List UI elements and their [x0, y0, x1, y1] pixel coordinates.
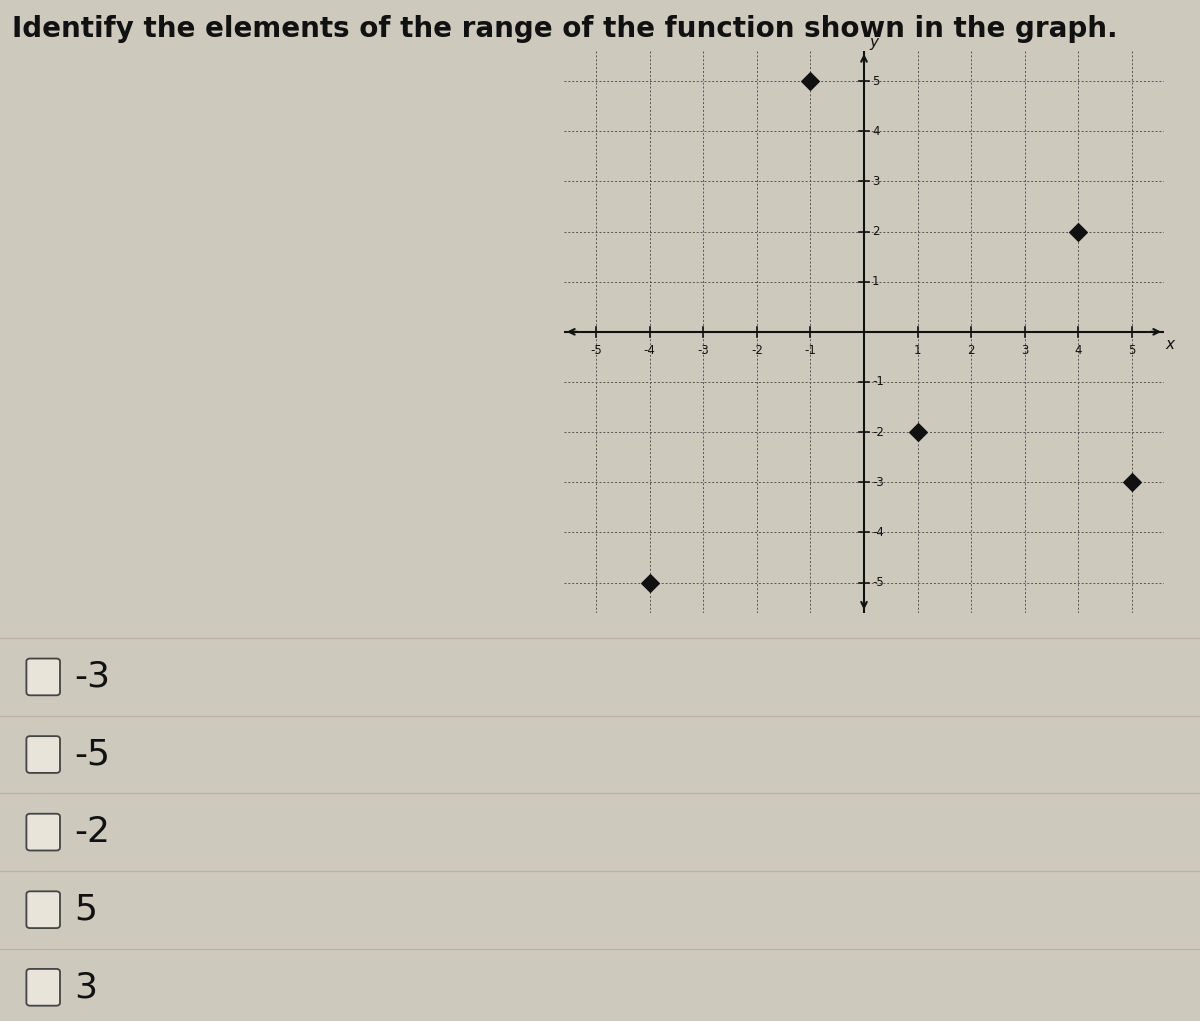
Text: 2: 2 [872, 225, 880, 238]
Text: 3: 3 [872, 175, 880, 188]
Text: 5: 5 [872, 75, 880, 88]
Point [800, 72, 820, 89]
Text: 4: 4 [1074, 344, 1082, 357]
Text: -1: -1 [804, 344, 816, 357]
Text: -5: -5 [74, 737, 110, 772]
Text: -2: -2 [751, 344, 763, 357]
Text: 3: 3 [74, 970, 97, 1005]
Text: -4: -4 [643, 344, 655, 357]
Text: -3: -3 [697, 344, 709, 357]
Text: 1: 1 [914, 344, 922, 357]
Point [640, 575, 659, 591]
Text: -3: -3 [872, 476, 883, 489]
Text: -1: -1 [872, 376, 884, 388]
Text: 2: 2 [967, 344, 974, 357]
Text: 4: 4 [872, 125, 880, 138]
Text: -2: -2 [74, 815, 110, 849]
Text: -5: -5 [872, 576, 883, 589]
Point [1069, 224, 1088, 240]
Point [908, 424, 928, 440]
Text: 1: 1 [872, 276, 880, 288]
Text: -4: -4 [872, 526, 884, 539]
Text: Identify the elements of the range of the function shown in the graph.: Identify the elements of the range of th… [12, 15, 1117, 43]
Text: 3: 3 [1021, 344, 1028, 357]
Text: x: x [1165, 337, 1174, 352]
Point [1122, 474, 1141, 490]
Text: 5: 5 [74, 892, 97, 927]
Text: 5: 5 [1128, 344, 1135, 357]
Text: y: y [869, 35, 878, 50]
Text: -5: -5 [590, 344, 602, 357]
Text: -2: -2 [872, 426, 884, 439]
Text: -3: -3 [74, 660, 110, 694]
